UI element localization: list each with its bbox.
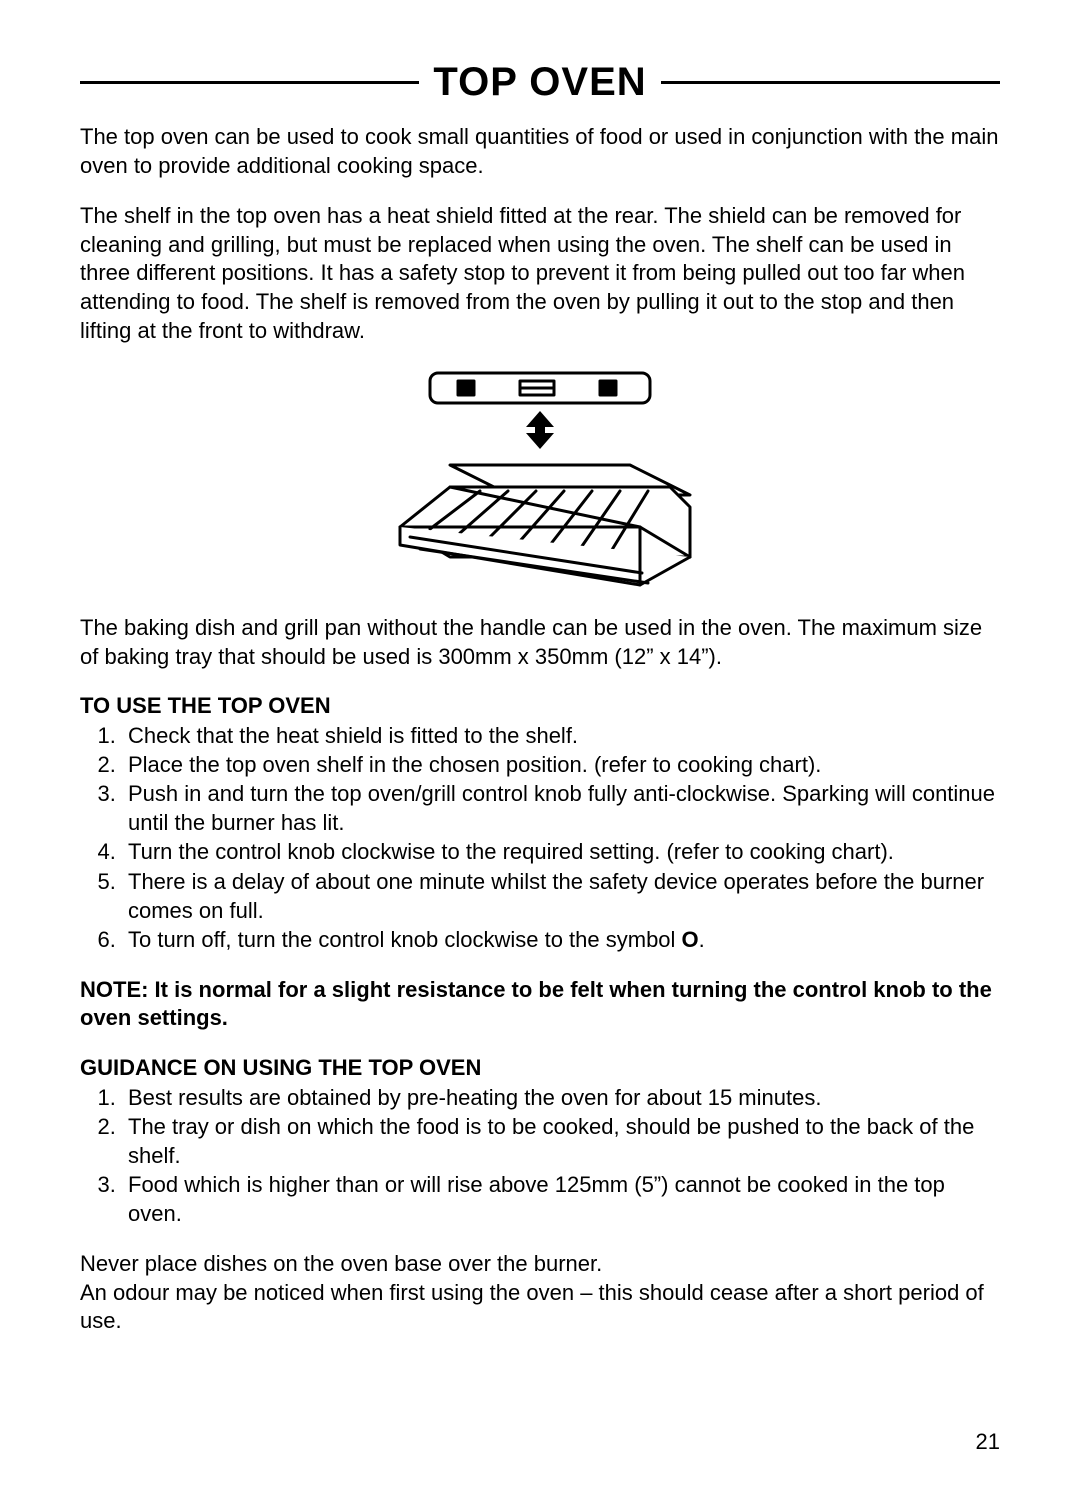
list-item: To turn off, turn the control knob clock… [122,925,1000,954]
list-item: Check that the heat shield is fitted to … [122,721,1000,750]
step6-prefix: To turn off, turn the control knob clock… [128,927,682,952]
list-item: Push in and turn the top oven/grill cont… [122,779,1000,837]
list-item: Best results are obtained by pre-heating… [122,1083,1000,1112]
title-row: TOP OVEN [80,60,1000,105]
manual-page: TOP OVEN The top oven can be used to coo… [0,0,1080,1511]
closing-paragraph: Never place dishes on the oven base over… [80,1250,1000,1336]
use-steps-list: Check that the heat shield is fitted to … [80,721,1000,953]
after-diagram-paragraph: The baking dish and grill pan without th… [80,614,1000,671]
guidance-steps-list: Best results are obtained by pre-heating… [80,1083,1000,1228]
shelf-diagram [80,367,1000,602]
title-rule-right [661,81,1000,84]
use-heading: TO USE THE TOP OVEN [80,693,1000,719]
page-number: 21 [976,1429,1000,1455]
guidance-heading: GUIDANCE ON USING THE TOP OVEN [80,1055,1000,1081]
intro-paragraph-2: The shelf in the top oven has a heat shi… [80,202,1000,345]
note-paragraph: NOTE: It is normal for a slight resistan… [80,976,1000,1033]
list-item: Food which is higher than or will rise a… [122,1170,1000,1228]
list-item: Place the top oven shelf in the chosen p… [122,750,1000,779]
page-title: TOP OVEN [419,60,660,105]
title-rule-left [80,81,419,84]
list-item: The tray or dish on which the food is to… [122,1112,1000,1170]
step6-suffix: . [699,927,705,952]
list-item: There is a delay of about one minute whi… [122,867,1000,925]
list-item: Turn the control knob clockwise to the r… [122,837,1000,866]
off-symbol: O [682,927,699,952]
intro-paragraph-1: The top oven can be used to cook small q… [80,123,1000,180]
